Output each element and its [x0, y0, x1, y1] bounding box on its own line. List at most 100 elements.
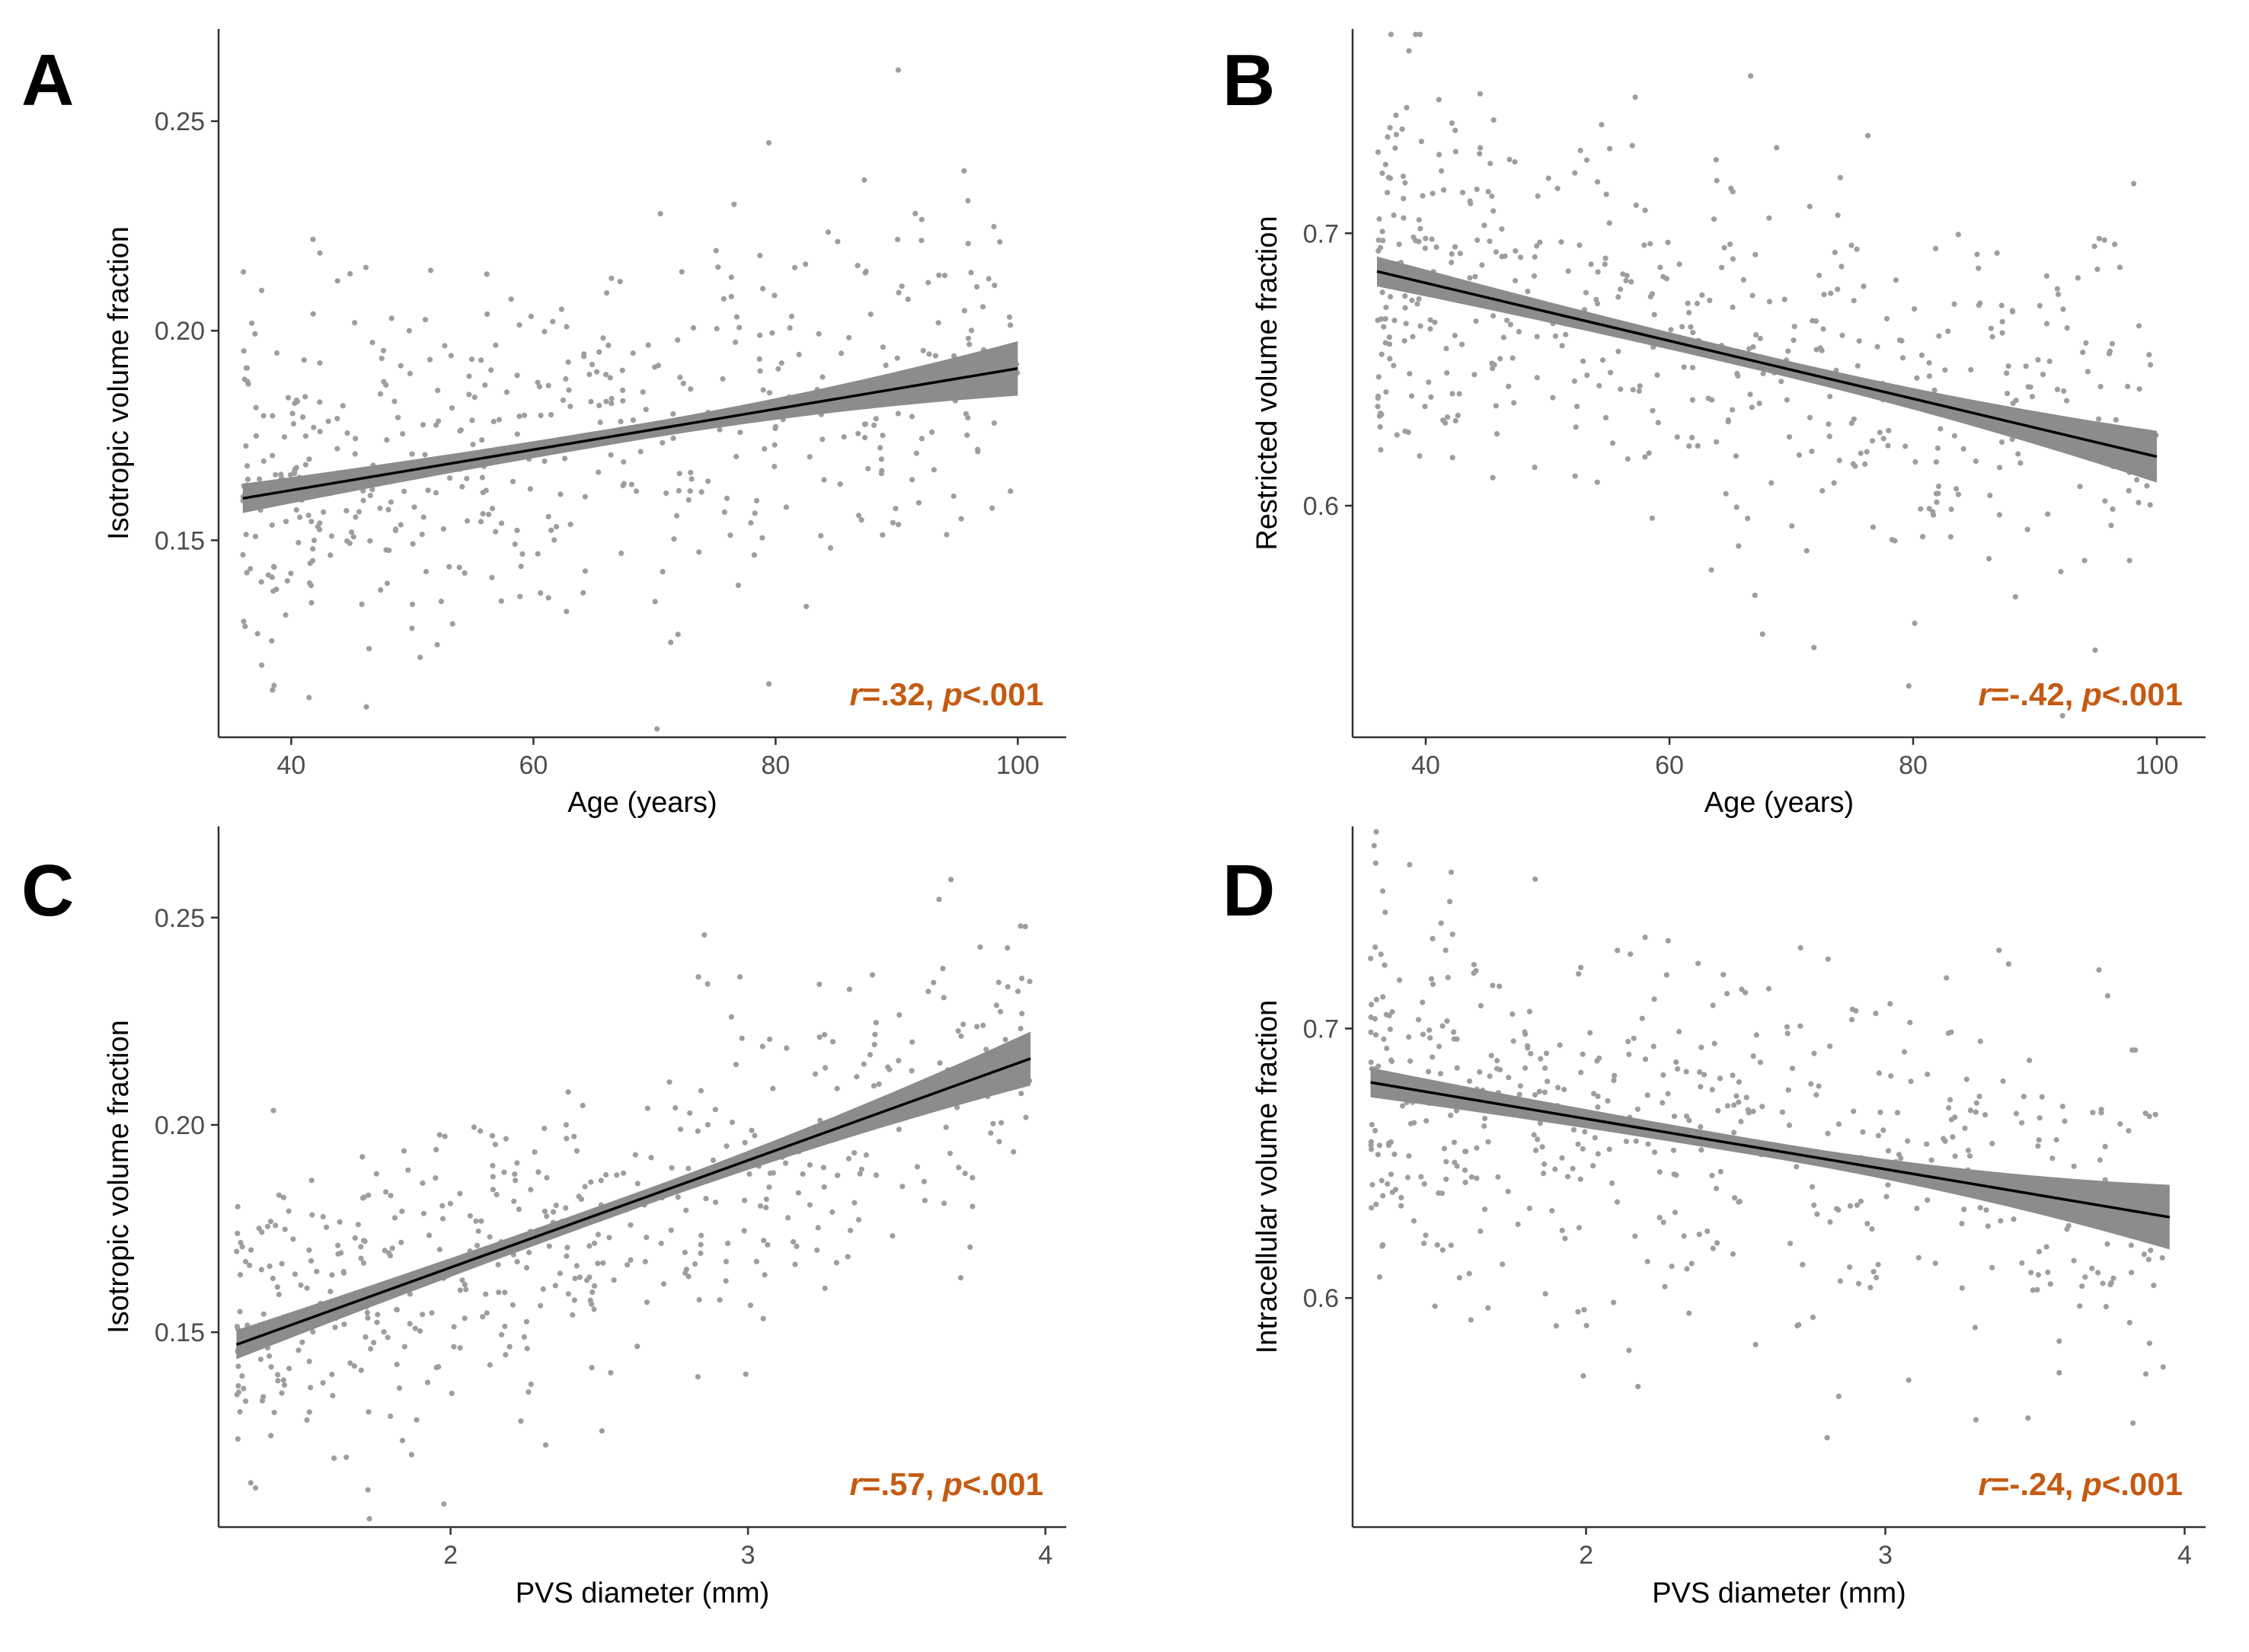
data-point: [358, 1255, 364, 1261]
data-point: [1642, 935, 1648, 941]
data-point: [302, 394, 308, 400]
data-point: [880, 344, 886, 350]
data-point: [352, 451, 358, 457]
data-point: [1541, 1171, 1547, 1177]
data-point: [1665, 1091, 1671, 1097]
data-point: [292, 1271, 298, 1277]
data-point: [1892, 538, 1898, 544]
data-point: [506, 1344, 513, 1350]
data-point: [980, 1022, 986, 1028]
data-point: [1858, 1198, 1864, 1204]
data-point: [401, 1344, 407, 1350]
data-point: [321, 509, 327, 515]
data-point: [1376, 413, 1382, 419]
data-point: [1794, 1164, 1800, 1170]
data-point: [867, 1052, 874, 1058]
data-point: [2075, 275, 2081, 281]
data-point: [1731, 1130, 1737, 1136]
data-point: [1701, 1072, 1708, 1078]
data-point: [1809, 449, 1815, 455]
data-point: [895, 236, 901, 242]
data-point: [1657, 264, 1663, 270]
data-point: [1994, 250, 2000, 256]
data-point: [1452, 149, 1458, 155]
data-point: [1562, 1235, 1568, 1241]
data-point: [965, 197, 971, 204]
data-point: [941, 995, 947, 1001]
data-point: [2023, 363, 2029, 369]
data-point: [541, 458, 548, 465]
data-point: [484, 271, 490, 277]
data-point: [304, 1285, 310, 1291]
data-point: [1828, 290, 1834, 296]
data-point: [863, 268, 869, 274]
stat-p-label: p: [942, 676, 963, 712]
data-point: [2012, 594, 2018, 600]
data-point: [545, 595, 551, 601]
data-point: [1427, 317, 1433, 323]
data-point: [1582, 1129, 1588, 1135]
data-point: [1973, 1417, 1979, 1423]
data-point: [1671, 1171, 1677, 1177]
data-point: [618, 550, 625, 557]
data-point: [760, 387, 766, 393]
data-point: [839, 350, 845, 356]
data-point: [698, 489, 704, 495]
data-point: [1481, 222, 1487, 228]
data-point: [1946, 1104, 1952, 1111]
data-point: [420, 514, 426, 520]
data-point: [275, 1372, 281, 1378]
data-point: [1018, 1091, 1024, 1097]
data-point: [1373, 829, 1379, 835]
data-point: [675, 1194, 681, 1200]
data-point: [1377, 423, 1383, 430]
data-point: [433, 1146, 439, 1152]
regression-line: [235, 1057, 1031, 1347]
data-point: [259, 662, 265, 668]
data-point: [1379, 289, 1385, 296]
data-point: [235, 1363, 241, 1369]
data-point: [282, 1226, 288, 1232]
data-point: [855, 1216, 862, 1222]
data-point: [508, 296, 514, 302]
data-point: [1858, 450, 1864, 456]
data-point: [586, 372, 593, 378]
data-point: [630, 350, 636, 356]
data-point: [1730, 304, 1736, 310]
data-point: [1810, 1184, 1816, 1190]
stat-r-label: r: [849, 1466, 864, 1502]
data-point: [269, 637, 275, 644]
data-point: [1886, 427, 1892, 433]
data-point: [742, 1139, 748, 1146]
data-point: [1973, 1109, 1979, 1115]
data-point: [988, 1130, 994, 1136]
data-point: [609, 275, 615, 281]
data-point: [1535, 193, 1541, 200]
data-point: [698, 1232, 704, 1238]
data-point: [688, 386, 694, 392]
data-point: [234, 1324, 240, 1330]
data-point: [1397, 977, 1403, 983]
data-point: [398, 522, 404, 528]
data-point: [741, 1228, 747, 1234]
data-point: [571, 1297, 577, 1303]
data-point: [1427, 1035, 1433, 1041]
data-point: [334, 446, 340, 452]
data-point: [248, 566, 254, 572]
data-point: [1532, 876, 1538, 882]
data-point: [1864, 1221, 1870, 1227]
data-point: [778, 360, 784, 366]
data-point: [244, 476, 251, 482]
data-point: [1651, 1149, 1658, 1155]
data-point: [2141, 1251, 2147, 1257]
data-point: [1517, 1083, 1523, 1089]
data-point: [363, 264, 369, 270]
data-point: [235, 1383, 241, 1389]
data-point: [936, 896, 942, 903]
x-tick-label: 4: [2177, 1541, 2192, 1570]
data-point: [1417, 31, 1423, 37]
data-point: [1752, 1341, 1759, 1347]
data-point: [1880, 436, 1886, 442]
data-point: [1811, 1202, 1817, 1208]
data-point: [1375, 237, 1382, 243]
